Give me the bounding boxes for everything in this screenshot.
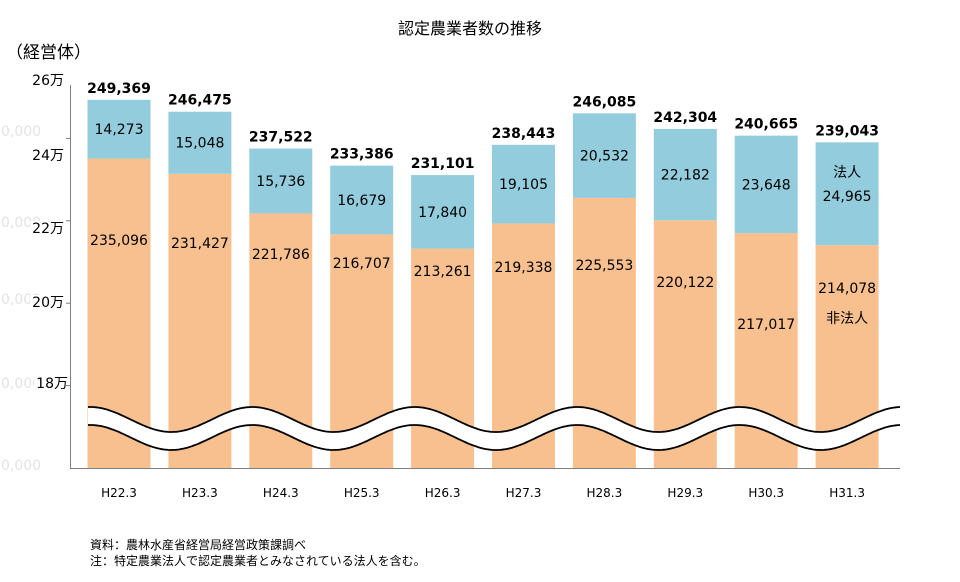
bar-segment-corporate xyxy=(411,175,475,249)
bar-segment-corporate xyxy=(734,135,798,234)
x-tick-label: H27.3 xyxy=(506,486,542,500)
non-corporate-value-label: 217,017 xyxy=(737,317,795,333)
x-tick-label: H22.3 xyxy=(101,486,137,500)
bar-segment-corporate xyxy=(492,144,555,224)
corporate-value-label: 20,532 xyxy=(580,149,629,165)
y-axis-ticks: 26万 24万 22万 20万 18万 xyxy=(30,73,70,392)
total-value-label: 238,443 xyxy=(492,126,556,142)
y-tick-label: 22万 xyxy=(32,221,64,237)
total-value-label: 231,101 xyxy=(411,156,475,172)
footnote: 注：特定農業法人で認定農業者とみなされている法人を含む。 xyxy=(90,553,426,568)
bar-segment-corporate xyxy=(330,165,394,235)
non-corporate-value-label: 231,427 xyxy=(171,236,229,252)
x-tick-label: H25.3 xyxy=(344,486,380,500)
x-tick-label: H26.3 xyxy=(425,486,461,500)
axis-break-line-upper xyxy=(88,406,901,433)
corporate-value-label: 15,048 xyxy=(175,136,224,152)
y-axis-unit-label: （経営体） xyxy=(6,43,91,63)
corporate-value-label: 23,648 xyxy=(742,177,791,193)
corporate-value-label: 24,965 xyxy=(823,189,872,205)
y-tick-label: 18万 xyxy=(36,376,68,392)
non-corporate-value-label: 214,078 xyxy=(818,281,876,297)
non-corporate-value-label: 219,338 xyxy=(495,260,553,276)
corporate-value-label: 16,679 xyxy=(337,193,386,209)
total-value-label: 246,085 xyxy=(573,94,637,110)
y-tick-label: 24万 xyxy=(32,148,64,164)
x-axis-labels: H22.3 H23.3 H24.3 H25.3 H26.3 H27.3 H28.3 H29.3… xyxy=(101,486,865,500)
non-corporate-value-label: 225,553 xyxy=(575,258,633,274)
tick-label-background xyxy=(30,221,66,237)
total-value-label: 240,665 xyxy=(734,117,798,133)
axis-break-band xyxy=(88,407,900,450)
y-tick-label: 26万 xyxy=(32,73,64,89)
x-tick-label: H23.3 xyxy=(182,486,218,500)
bar-segment-corporate xyxy=(572,113,636,198)
series-name-label-corporate: 法人 xyxy=(833,165,861,181)
total-value-label: 233,386 xyxy=(330,147,394,163)
non-corporate-value-label: 216,707 xyxy=(333,256,391,272)
total-value-label: 239,043 xyxy=(815,123,879,139)
tick-label-background xyxy=(34,376,70,392)
bar-segment-corporate xyxy=(87,99,151,159)
tick-label-background xyxy=(30,148,66,164)
tick-label-background xyxy=(30,73,66,89)
axis-break-line-lower xyxy=(88,424,901,451)
total-value-label: 237,522 xyxy=(249,130,313,146)
data-labels: 249,369 14,273 235,096 246,475 15,048 231,427… xyxy=(87,81,879,333)
faded-tick-label: 0,000 xyxy=(1,124,41,140)
faded-tick-label: 0,000 xyxy=(1,376,41,392)
x-tick-label: H29.3 xyxy=(667,486,703,500)
non-corporate-value-label: 220,122 xyxy=(656,275,714,291)
non-corporate-value-label: 213,261 xyxy=(414,264,472,280)
x-tick-label: H24.3 xyxy=(263,486,299,500)
corporate-value-label: 17,840 xyxy=(418,205,467,221)
corporate-value-label: 22,182 xyxy=(661,168,710,184)
total-value-label: 249,369 xyxy=(87,81,151,97)
tick-label-background xyxy=(30,295,66,311)
total-value-label: 242,304 xyxy=(653,110,717,126)
non-corporate-value-label: 221,786 xyxy=(252,247,310,263)
bar-segment-corporate xyxy=(653,128,717,221)
axis-break-wave xyxy=(88,406,901,451)
faded-tick-label: 0,000 xyxy=(1,458,41,474)
bar-segment-corporate xyxy=(815,142,879,246)
non-corporate-value-label: 235,096 xyxy=(90,233,148,249)
corporate-value-label: 19,105 xyxy=(499,177,548,193)
chart-title: 認定農業者数の推移 xyxy=(398,19,542,38)
corporate-value-label: 15,736 xyxy=(256,174,305,190)
series-name-label-non-corporate: 非法人 xyxy=(826,311,868,327)
source-note: 資料：農林水産省経営局経営政策課調べ xyxy=(90,537,306,552)
x-tick-label: H30.3 xyxy=(748,486,784,500)
bar-segment-corporate xyxy=(168,111,232,174)
corporate-value-label: 14,273 xyxy=(95,122,144,138)
x-tick-label: H28.3 xyxy=(587,486,623,500)
y-tick-label: 20万 xyxy=(32,295,64,311)
x-tick-label: H31.3 xyxy=(829,486,865,500)
total-value-label: 246,475 xyxy=(168,93,232,109)
bar-segment-corporate xyxy=(249,148,313,214)
